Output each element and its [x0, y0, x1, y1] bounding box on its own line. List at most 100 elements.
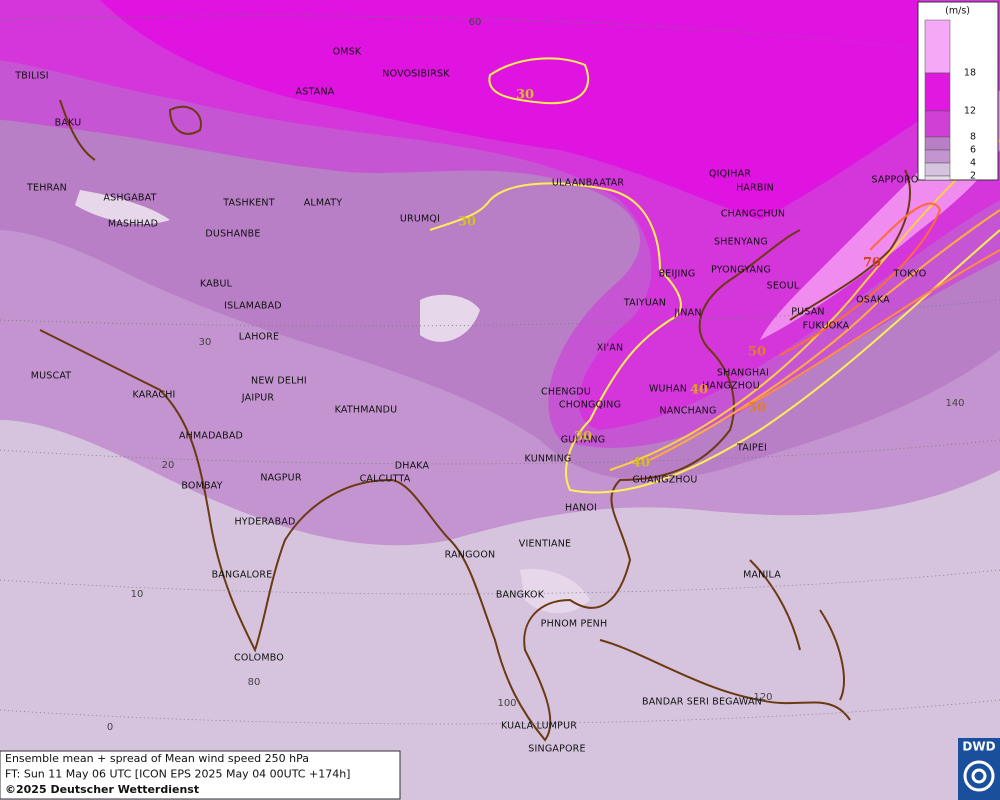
city-label: TAIPEI [736, 443, 767, 454]
city-label: PYONGYANG [711, 265, 771, 276]
city-label: URUMQI [400, 214, 440, 225]
city-label: PUSAN [791, 307, 825, 318]
graticule-label: 80 [248, 677, 261, 688]
city-label: MUSCAT [31, 371, 72, 382]
city-label: TBILISI [14, 71, 48, 82]
city-label: TOKYO [893, 269, 927, 280]
city-label: SAPPORO [871, 175, 918, 186]
city-label: GUANGZHOU [632, 475, 697, 486]
city-label: VIENTIANE [519, 539, 571, 550]
caption-line: Ensemble mean + spread of Mean wind spee… [5, 752, 309, 765]
logo-swirl [963, 760, 995, 792]
city-label: DUSHANBE [205, 229, 260, 240]
legend-label: 18 [964, 68, 976, 79]
city-label: KABUL [200, 279, 233, 290]
city-label: OMSK [333, 47, 362, 58]
contour-label: 50 [748, 401, 766, 416]
city-label: BANGALORE [212, 570, 273, 581]
city-label: HARBIN [736, 183, 774, 194]
legend-label: 8 [970, 132, 976, 143]
city-label: SHANGHAI [717, 368, 769, 379]
city-label: XI'AN [597, 343, 624, 354]
city-label: PHNOM PENH [541, 619, 608, 630]
caption-line: ©2025 Deutscher Wetterdienst [5, 783, 199, 796]
city-label: BEIJING [659, 269, 696, 280]
contour-label: 30 [574, 430, 592, 445]
graticule-label: 120 [753, 692, 772, 703]
legend-label: 6 [970, 145, 976, 156]
city-label: GUIYANG [561, 435, 606, 446]
city-label: BAKU [55, 118, 82, 129]
legend-swatch [924, 149, 951, 164]
city-label: HANOI [565, 503, 597, 514]
city-label: CHONGQING [559, 400, 621, 411]
city-label: BANGKOK [496, 590, 545, 601]
city-label: ASHGABAT [103, 193, 156, 204]
coastlines [39, 99, 911, 742]
city-label: KATHMANDU [335, 405, 398, 416]
graticule-label: 10 [131, 589, 144, 600]
city-label: HYDERABAD [234, 517, 295, 528]
city-label: CALCUTTA [360, 474, 411, 485]
logo-swirl [971, 768, 987, 784]
city-label: CHENGDU [541, 387, 591, 398]
legend-swatch [924, 19, 951, 74]
city-label: SEOUL [767, 281, 800, 292]
city-label: SHENYANG [714, 237, 768, 248]
city-label: MASHHAD [108, 219, 158, 230]
city-label: LAHORE [239, 332, 279, 343]
city-label: AHMADABAD [179, 431, 243, 442]
city-label: NAGPUR [260, 473, 301, 484]
caption-box [0, 750, 401, 800]
contour-label: 30 [458, 215, 476, 230]
city-label: CHANGCHUN [721, 209, 785, 220]
city-label: TASHKENT [222, 198, 274, 209]
city-label: RANGOON [445, 550, 496, 561]
city-label: BOMBAY [181, 481, 222, 492]
city-label: KUALA LUMPUR [501, 721, 577, 732]
city-label: BANDAR SERI BEGAWAN [642, 697, 762, 708]
legend-swatch [924, 175, 951, 181]
city-label: OSAKA [856, 295, 890, 306]
graticule-label: 20 [162, 460, 175, 471]
contour-label: 40 [690, 383, 708, 398]
city-label: KUNMING [525, 454, 572, 465]
city-label: SINGAPORE [528, 744, 585, 755]
city-label: COLOMBO [234, 653, 284, 664]
city-label: HANGZHOU [702, 381, 760, 392]
graticule [0, 15, 1000, 725]
city-label: FUKUOKA [803, 321, 850, 332]
legend-swatch [924, 110, 951, 138]
city-label: ISLAMABAD [224, 301, 282, 312]
city-label: TEHRAN [26, 183, 67, 194]
low-wind-patch [75, 190, 590, 614]
contour-label: 70 [863, 256, 881, 271]
graticule-label: 100 [497, 698, 516, 709]
city-label: NANCHANG [659, 406, 716, 417]
contour-label: 50 [748, 345, 766, 360]
city-label: MANILA [743, 570, 781, 581]
city-label: NOVOSIBIRSK [382, 69, 450, 80]
legend-label: 2 [970, 171, 976, 182]
city-label: TAIYUAN [623, 298, 666, 309]
city-label: QIQIHAR [709, 169, 751, 180]
legend-label: 4 [970, 158, 976, 169]
caption-line: FT: Sun 11 May 06 UTC [ICON EPS 2025 May… [5, 768, 350, 781]
graticule-label: 30 [199, 337, 212, 348]
city-label: DHAKA [395, 461, 430, 472]
legend-swatch [924, 136, 951, 151]
city-label: ALMATY [304, 198, 343, 209]
logo-text: DWD [962, 740, 995, 754]
legend-unit: (m/s) [945, 6, 970, 17]
contour-label: 30 [516, 88, 534, 103]
legend-label: 12 [964, 106, 976, 117]
city-label: WUHAN [649, 384, 687, 395]
city-label: JAIPUR [241, 393, 275, 404]
contours [429, 57, 1000, 494]
legend-swatch [924, 162, 951, 177]
city-label: ULAANBAATAR [552, 178, 624, 189]
city-label: KARACHI [132, 390, 175, 401]
graticule-label: 140 [945, 398, 964, 409]
graticule-label: 60 [469, 17, 482, 28]
